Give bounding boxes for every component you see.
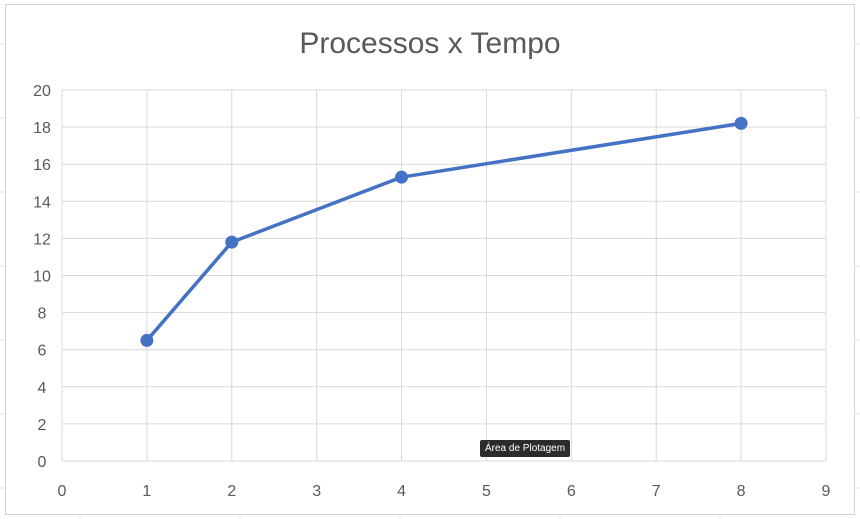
data-point[interactable]	[395, 170, 409, 184]
chart-title: Processos x Tempo	[299, 27, 560, 60]
grid-layer	[61, 89, 827, 462]
y-tick-label: 16	[33, 157, 51, 174]
x-axis-ticks: 0 1 2 3 4 5 6 7 8 9	[58, 483, 831, 500]
x-tick-label: 2	[227, 483, 236, 500]
y-tick-label: 6	[38, 343, 47, 360]
data-point[interactable]	[734, 116, 748, 130]
y-tick-label: 12	[33, 231, 51, 248]
y-tick-label: 10	[33, 269, 51, 286]
x-tick-label: 8	[737, 483, 746, 500]
data-point[interactable]	[140, 333, 154, 347]
y-axis-ticks: 0 2 4 6 8 10 12 14 16 18 20	[33, 83, 51, 471]
y-tick-label: 4	[38, 380, 47, 397]
y-tick-label: 14	[33, 194, 51, 211]
series-line[interactable]	[145, 121, 743, 343]
x-tick-label: 3	[312, 483, 321, 500]
x-tick-label: 6	[567, 483, 576, 500]
x-tick-label: 7	[652, 483, 661, 500]
series-layer	[140, 116, 748, 347]
x-tick-label: 4	[397, 483, 406, 500]
x-tick-label: 9	[822, 483, 831, 500]
plot-area-tooltip: Área de Plotagem	[480, 440, 571, 457]
y-tick-label: 0	[38, 454, 47, 471]
y-tick-label: 18	[33, 120, 51, 137]
x-tick-label: 0	[58, 483, 67, 500]
y-tick-label: 8	[38, 306, 47, 323]
y-tick-label: 20	[33, 83, 51, 100]
x-tick-label: 5	[482, 483, 491, 500]
y-tick-label: 2	[38, 417, 47, 434]
x-tick-label: 1	[142, 483, 151, 500]
data-point[interactable]	[225, 235, 239, 249]
